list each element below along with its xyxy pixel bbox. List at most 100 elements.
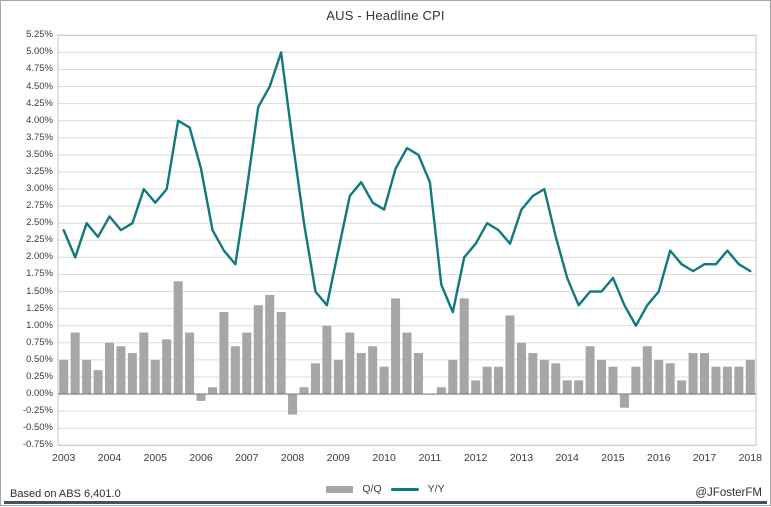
- x-axis-tick-label: 2004: [97, 452, 122, 464]
- x-axis-tick-label: 2012: [463, 452, 488, 464]
- author-handle: @JFosterFM: [695, 487, 762, 499]
- qq-bar: [539, 359, 549, 395]
- y-axis-tick-label: 0.00%: [26, 388, 53, 400]
- qq-bar: [528, 353, 538, 395]
- qq-bar: [219, 312, 229, 395]
- qq-bar: [322, 325, 332, 395]
- legend-qq-label: Q/Q: [362, 483, 382, 495]
- x-axis-tick-label: 2006: [189, 452, 213, 464]
- y-axis-tick-label: 3.50%: [26, 148, 53, 160]
- qq-bar: [207, 387, 217, 395]
- qq-bar: [127, 353, 137, 395]
- y-axis-tick-label: 0.75%: [26, 336, 53, 348]
- x-axis-tick-label: 2009: [326, 452, 351, 464]
- qq-bar: [448, 359, 458, 395]
- qq-bar: [562, 380, 572, 395]
- qq-bar: [82, 359, 92, 395]
- y-axis-tick-label: 3.00%: [26, 183, 53, 195]
- qq-bar: [436, 387, 446, 395]
- y-axis-tick-label: 5.00%: [26, 46, 53, 58]
- y-axis-tick-label: 4.25%: [26, 97, 53, 109]
- y-axis-tick-label: 1.75%: [26, 268, 53, 280]
- y-axis-tick-label: 2.25%: [26, 234, 53, 246]
- x-axis-tick-label: 2018: [738, 452, 762, 464]
- qq-bar: [70, 332, 80, 395]
- qq-bar: [173, 281, 183, 395]
- y-axis-tick-label: 2.50%: [26, 217, 53, 229]
- qq-bar: [677, 380, 687, 395]
- qq-bar: [333, 359, 343, 395]
- qq-bar: [494, 366, 504, 395]
- qq-bar: [551, 363, 561, 395]
- qq-bar: [391, 298, 401, 395]
- y-axis-tick-label: 4.75%: [26, 63, 53, 75]
- qq-bar: [688, 353, 698, 395]
- y-axis-tick-label: 3.75%: [26, 131, 53, 143]
- qq-bar: [585, 346, 595, 395]
- qq-bar: [608, 366, 618, 395]
- qq-bar: [642, 346, 652, 395]
- qq-bar: [368, 346, 378, 395]
- y-axis-tick-label: 1.00%: [26, 319, 53, 331]
- qq-bar: [597, 359, 607, 395]
- x-axis-tick-label: 2015: [601, 452, 625, 464]
- qq-bar: [345, 332, 355, 395]
- qq-bar: [185, 332, 195, 395]
- qq-bar: [265, 294, 275, 395]
- qq-bar: [299, 387, 309, 395]
- legend-yy-label: Y/Y: [427, 483, 445, 495]
- x-axis-tick-label: 2003: [52, 452, 76, 464]
- qq-bar: [310, 363, 320, 395]
- qq-bar: [162, 339, 172, 395]
- legend: Q/Q Y/Y: [1, 482, 770, 496]
- source-note: Based on ABS 6,401.0: [10, 488, 121, 500]
- qq-bar: [505, 315, 515, 395]
- qq-bar: [230, 346, 240, 395]
- y-axis-tick-label: 4.50%: [26, 80, 53, 92]
- qq-bar: [356, 353, 366, 395]
- qq-bar: [413, 353, 423, 395]
- y-axis-tick-label: 1.25%: [26, 302, 53, 314]
- qq-bar: [116, 346, 126, 395]
- qq-bar: [150, 359, 160, 395]
- qq-bar: [619, 394, 629, 408]
- y-axis-tick-label: 4.00%: [26, 114, 53, 126]
- qq-bar: [93, 370, 103, 395]
- y-axis-tick-label: 5.25%: [26, 29, 53, 41]
- y-axis-tick-label: 2.75%: [26, 200, 53, 212]
- x-axis-tick-label: 2013: [509, 452, 534, 464]
- qq-bar: [196, 394, 206, 401]
- legend-qq-swatch: [326, 485, 354, 493]
- x-axis-tick-label: 2011: [418, 452, 442, 464]
- qq-bar: [242, 332, 252, 395]
- qq-bar: [459, 298, 469, 395]
- qq-bar: [574, 380, 584, 395]
- qq-bar: [700, 353, 710, 395]
- qq-bar: [482, 366, 492, 395]
- legend-yy-swatch: [390, 487, 419, 491]
- y-axis-tick-label: -0.75%: [22, 439, 53, 451]
- y-axis-tick-label: 0.50%: [26, 353, 53, 365]
- qq-bar: [722, 366, 732, 395]
- footer-rule: [4, 501, 767, 504]
- qq-bar: [631, 366, 641, 395]
- qq-bar: [288, 394, 298, 415]
- y-axis-tick-label: -0.50%: [22, 422, 53, 434]
- x-axis-tick-label: 2016: [647, 452, 671, 464]
- qq-bar: [516, 342, 526, 395]
- qq-bar: [379, 366, 389, 395]
- plot-border: [57, 34, 757, 446]
- qq-bar: [711, 366, 721, 395]
- x-axis-tick-label: 2014: [555, 452, 579, 464]
- qq-bar: [402, 332, 412, 395]
- y-axis-tick-label: 2.00%: [26, 251, 53, 263]
- qq-bar: [104, 342, 114, 395]
- qq-bar: [665, 363, 675, 395]
- y-axis-tick-label: 3.25%: [26, 165, 53, 177]
- x-axis-tick-label: 2017: [692, 452, 717, 464]
- qq-bar: [139, 332, 149, 395]
- chart-title: AUS - Headline CPI: [326, 8, 445, 23]
- qq-bar: [734, 366, 744, 395]
